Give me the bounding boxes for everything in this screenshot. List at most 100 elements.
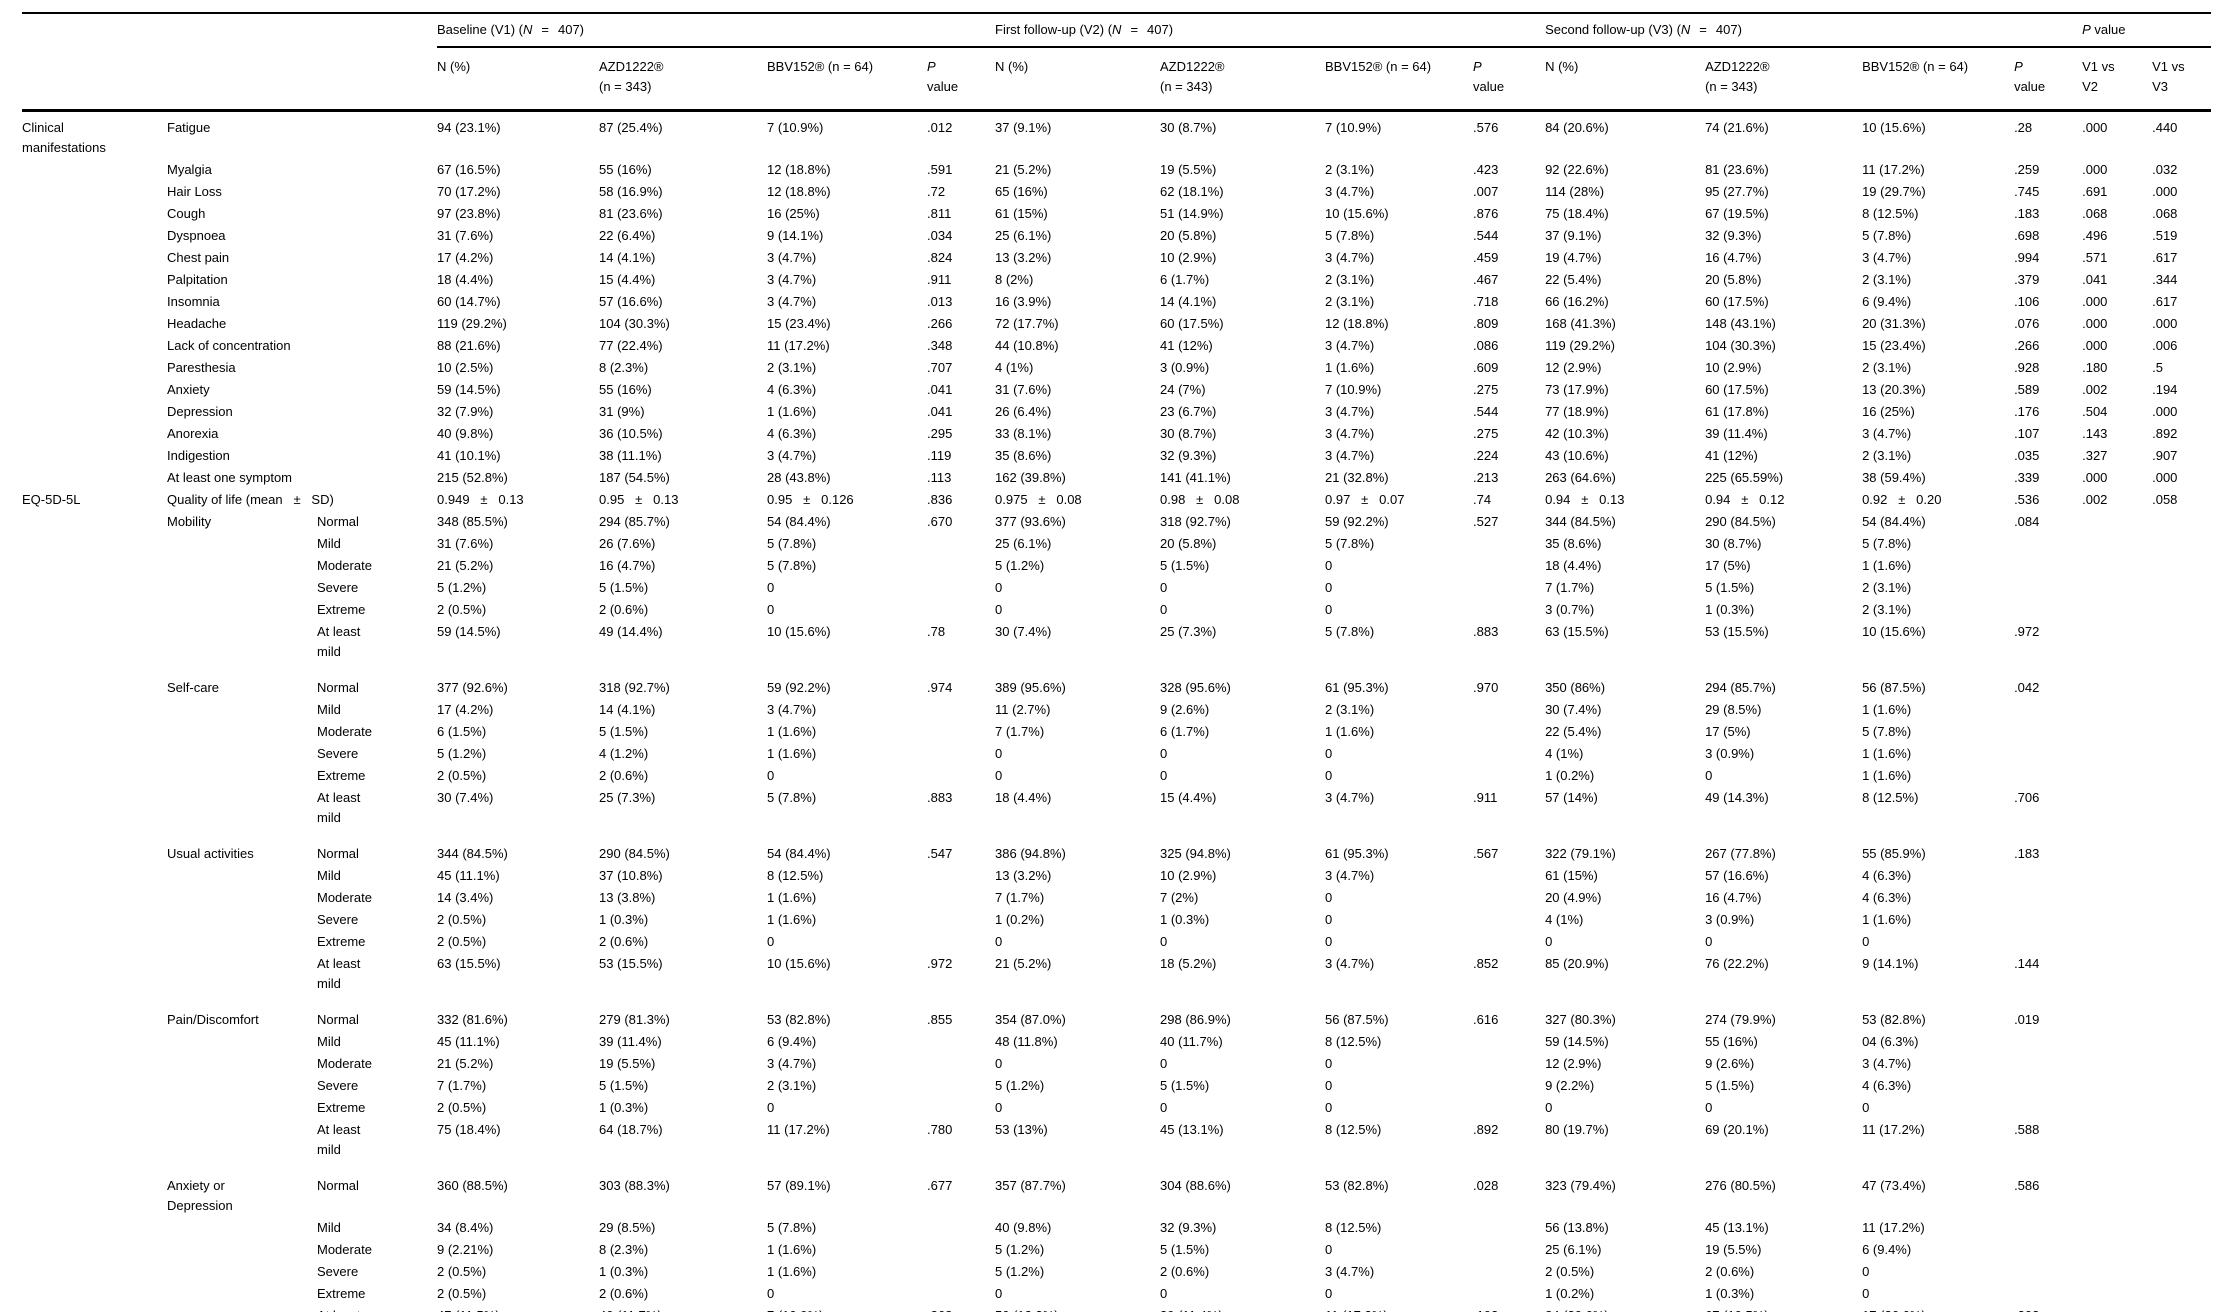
cell-v1-azd: 187 (54.5%) — [599, 470, 670, 485]
cell-v1-azd: 5 (1.5%) — [599, 1078, 649, 1093]
cell-v1-azd: 25 (7.3%) — [599, 790, 656, 805]
row-sub-label: Normal — [317, 514, 359, 529]
cell-v3-bbv: 2 (3.1%) — [1862, 580, 1912, 595]
row-group-label — [22, 953, 167, 1009]
cell-v2-azd: 2 (0.6%) — [1160, 1264, 1210, 1279]
cell-v2-azd: 298 (86.9%) — [1160, 1012, 1231, 1027]
cell-v1-n-pct: 348 (85.5%) — [437, 514, 508, 529]
table-row: Mild 34 (8.4%) 29 (8.5%) 5 (7.8%) 40 (9.… — [22, 1217, 2211, 1239]
cell-p-v1-vs-v2: .002 — [2082, 382, 2108, 397]
cell-v3-n-pct: 1 (0.2%) — [1545, 1286, 1595, 1301]
cell-v1-azd: 55 (16%) — [599, 162, 652, 177]
cell-v2-azd: 0 — [1160, 1100, 1168, 1115]
cell-v3-p-value: .586 — [2014, 1178, 2040, 1193]
table-row: Severe 5 (1.2%) 4 (1.2%) 1 (1.6%) 0 0 0 … — [22, 743, 2211, 765]
cell-v1-n-pct: 14 (3.4%) — [437, 890, 494, 905]
cell-v1-bbv: 0 — [767, 602, 775, 617]
cell-v3-bbv: 17 (26.6%) — [1862, 1305, 2014, 1312]
col-header-bbv-v1: BBV152® (n = 64) — [767, 47, 928, 112]
cell-v3-n-pct: 12 (2.9%) — [1545, 1056, 1602, 1071]
cell-v1-azd: 14 (4.1%) — [599, 702, 656, 717]
cell-v2-azd: 3 (0.9%) — [1160, 360, 1210, 375]
row-group-label — [22, 1031, 167, 1053]
p-word: value — [2014, 79, 2046, 94]
cell-v3-azd: 3 (0.9%) — [1705, 746, 1755, 761]
cell-v2-bbv: 7 (10.9%) — [1325, 120, 1382, 135]
cell-v3-p-value: .379 — [2014, 272, 2040, 287]
cell-v2-p-value: .275 — [1473, 382, 1499, 397]
cell-v3-azd: 39 (11.4%) — [1705, 426, 1768, 441]
cell-v3-azd: 57 (16.6%) — [1705, 868, 1769, 883]
cell-p-v1-vs-v2 — [2082, 931, 2152, 953]
cell-v2-azd: 0 — [1160, 1286, 1168, 1301]
cell-v1-p-value: .266 — [927, 316, 953, 331]
p-group-italic: P — [2082, 22, 2091, 37]
v1v3-line2: V3 — [2152, 79, 2169, 94]
cell-v3-p-value: .144 — [2014, 956, 2040, 971]
cell-v2-n-pct: 37 (9.1%) — [995, 120, 1052, 135]
col-header-bbv-v2: BBV152® (n = 64) — [1325, 47, 1474, 112]
cell-v2-bbv: 61 (95.3%) — [1325, 846, 1389, 861]
cell-v2-p-value: .876 — [1473, 206, 1499, 221]
cell-v3-p-value: .259 — [2014, 162, 2040, 177]
cell-p-v1-vs-v3: .000 — [2152, 404, 2178, 419]
row-item-label — [167, 555, 317, 577]
cell-v1-bbv: 5 (7.8%) — [767, 536, 817, 551]
row-sub-label: Severe — [317, 746, 359, 761]
row-sub-label — [317, 225, 437, 247]
visit-label-text: Second follow-up (V3) ( — [1545, 22, 1681, 37]
table-row: EQ-5D-5L Quality of life (mean ± SD) 0.9… — [22, 489, 2211, 511]
cell-v1-n-pct: 2 (0.5%) — [437, 1264, 487, 1279]
cell-v3-n-pct: 20 (4.9%) — [1545, 890, 1602, 905]
cell-v3-p-value: .183 — [2014, 846, 2040, 861]
cell-v3-bbv: 15 (23.4%) — [1862, 338, 1926, 353]
cell-v1-bbv: 11 (17.2%) — [767, 1122, 830, 1137]
cell-v2-n-pct: 50 (12.3%) — [995, 1305, 1160, 1312]
cell-v3-bbv: 1 (1.6%) — [1862, 702, 1912, 717]
cell-v1-azd: 318 (92.7%) — [599, 680, 670, 695]
cell-v1-bbv: 5 (7.8%) — [767, 558, 817, 573]
table-row: Mild 45 (11.1%) 39 (11.4%) 6 (9.4%) 48 (… — [22, 1031, 2211, 1053]
cell-v1-n-pct: 17 (4.2%) — [437, 250, 494, 265]
cell-v3-azd: 0 — [1705, 1100, 1713, 1115]
col-header-v1-vs-v3: V1 vs V3 — [2152, 47, 2212, 112]
cell-v2-azd: 0 — [1160, 934, 1168, 949]
table-row: Severe 7 (1.7%) 5 (1.5%) 2 (3.1%) 5 (1.2… — [22, 1075, 2211, 1097]
cell-v2-p-value — [1473, 743, 1545, 765]
cell-v1-n-pct: 47 (11.5%) — [437, 1305, 599, 1312]
cell-v2-p-value — [1473, 1031, 1545, 1053]
cell-v1-azd: 36 (10.5%) — [599, 426, 663, 441]
cell-v3-bbv: 4 (6.3%) — [1862, 1078, 1912, 1093]
cell-p-v1-vs-v3: .344 — [2152, 272, 2178, 287]
cell-v1-n-pct: 59 (14.5%) — [437, 624, 501, 639]
cell-v3-bbv: 56 (87.5%) — [1862, 680, 1926, 695]
cell-v1-azd: 13 (3.8%) — [599, 890, 656, 905]
cell-v1-n-pct: 6 (1.5%) — [437, 724, 487, 739]
cell-v1-p-value: .119 — [927, 448, 952, 463]
table-row: Cough 97 (23.8%) 81 (23.6%) 16 (25%) .81… — [22, 203, 2211, 225]
cell-v2-p-value — [1473, 699, 1545, 721]
cell-v2-azd: 60 (17.5%) — [1160, 316, 1224, 331]
table-row: Hair Loss 70 (17.2%) 58 (16.9%) 12 (18.8… — [22, 181, 2211, 203]
visit-label-nvalue: 407) — [1715, 22, 1742, 37]
cell-v1-n-pct: 41 (10.1%) — [437, 448, 501, 463]
cell-v2-azd: 0 — [1160, 746, 1168, 761]
table-row: At least mild 30 (7.4%) 25 (7.3%) 5 (7.8… — [22, 787, 2211, 843]
cell-v3-n-pct: 1 (0.2%) — [1545, 768, 1595, 783]
row-sub-label: Normal — [317, 1012, 359, 1027]
cell-p-v1-vs-v2 — [2082, 1031, 2152, 1053]
cell-v2-n-pct: 65 (16%) — [995, 184, 1048, 199]
cell-p-v1-vs-v2: .000 — [2082, 120, 2108, 135]
cell-v3-azd: 32 (9.3%) — [1705, 228, 1762, 243]
row-item-label — [167, 1217, 317, 1239]
cell-v3-bbv: 16 (25%) — [1862, 404, 1915, 419]
row-item-label: Depression — [167, 404, 233, 419]
cell-v3-bbv: 19 (29.7%) — [1862, 184, 1926, 199]
cell-v3-n-pct: 9 (2.2%) — [1545, 1078, 1595, 1093]
row-item-label: Paresthesia — [167, 360, 236, 375]
cell-v1-n-pct: 10 (2.5%) — [437, 360, 494, 375]
cell-v2-p-value — [1473, 909, 1545, 931]
cell-v2-p-value — [1473, 1283, 1545, 1305]
cell-v2-n-pct: 162 (39.8%) — [995, 470, 1066, 485]
cell-v1-azd: 37 (10.8%) — [599, 868, 663, 883]
